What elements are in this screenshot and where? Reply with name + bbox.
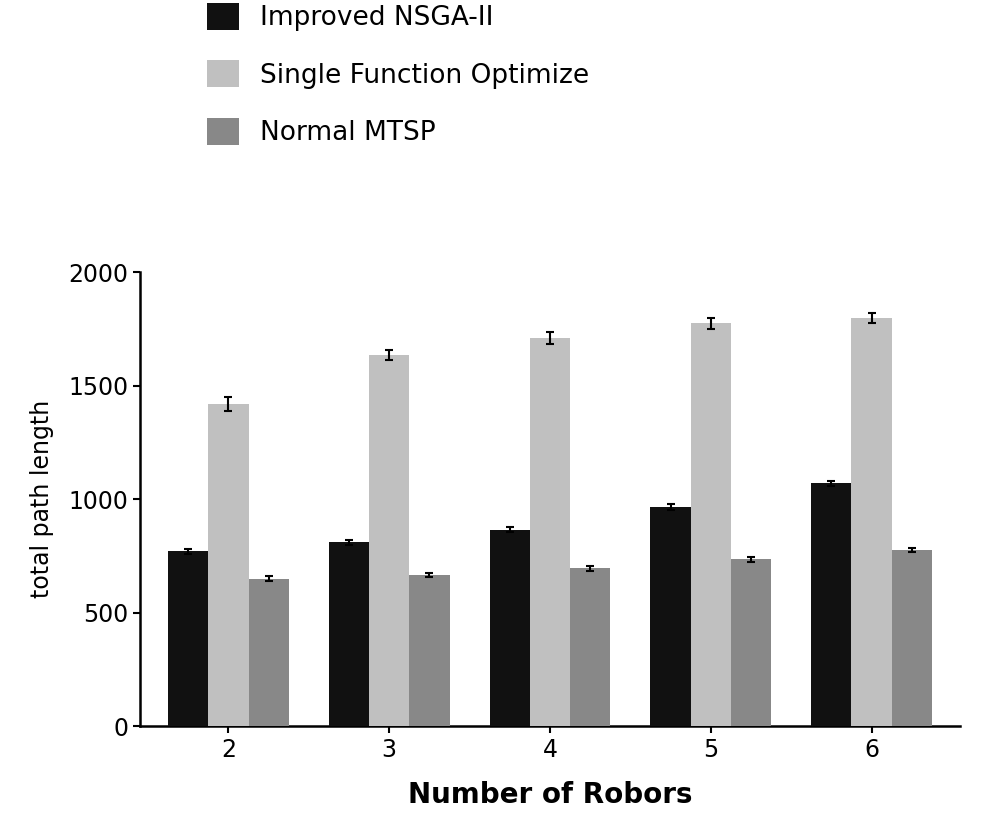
Bar [249,578,289,726]
Bar [490,530,530,726]
X-axis label: Number of Robors: Number of Robors [408,781,692,809]
Bar [851,318,892,726]
Bar [811,483,851,726]
Bar [892,550,932,726]
Bar [570,568,610,726]
Bar [731,559,771,726]
Bar [369,355,409,726]
Bar [409,575,450,726]
Bar [329,542,369,726]
Bar [650,507,691,726]
Bar [168,551,208,726]
Legend: Improved NSGA-II, Single Function Optimize, Normal MTSP: Improved NSGA-II, Single Function Optimi… [194,0,602,159]
Y-axis label: total path length: total path length [30,400,54,598]
Bar [530,338,570,726]
Bar [208,404,249,726]
Bar [691,323,731,726]
